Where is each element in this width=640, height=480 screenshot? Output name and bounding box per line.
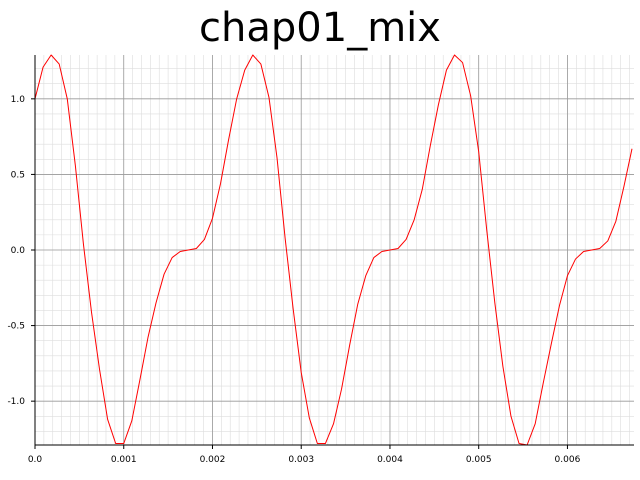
y-tick-label: -1.0 [7,397,25,407]
tick-labels: 0.0 0.001 0.002 0.003 0.004 0.005 0.006 1.0 0.5 0… [7,95,580,465]
y-tick-label: 0.5 [11,170,25,180]
y-tick-label: 1.0 [11,95,26,105]
y-tick-label: -0.5 [7,322,25,332]
chart-title: chap01_mix [199,5,441,51]
axes-layer [31,55,634,449]
x-tick-label: 0.005 [466,455,492,465]
y-tick-label: 0.0 [11,246,26,256]
x-tick-label: 0.003 [288,455,314,465]
major-grid [34,55,634,445]
x-tick-label: 0.0 [28,455,43,465]
x-tick-label: 0.004 [377,455,403,465]
series-line [34,54,633,446]
series-layer [34,54,633,446]
x-tick-label: 0.006 [555,455,581,465]
x-tick-label: 0.002 [200,455,226,465]
x-tick-label: 0.001 [111,455,137,465]
